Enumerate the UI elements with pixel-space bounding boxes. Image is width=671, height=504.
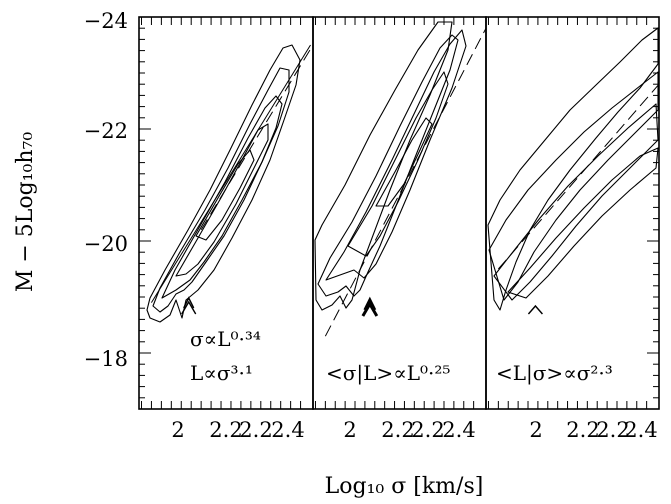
xtick-label-p3-2.2: 2.2 [566, 418, 599, 442]
contour-panel2-level1 [314, 21, 453, 311]
xtick-label-p2-2.2b: 2.2 [411, 418, 444, 442]
ytick-label-neg20: −20 [84, 232, 128, 256]
right-panel-annotation: <L|σ>∝σ²·³ [496, 361, 613, 386]
ytick-label-neg24: −24 [84, 9, 128, 33]
left-panel-annotation-2: L∝σ³·¹ [190, 361, 253, 385]
panel-frame-3 [485, 16, 660, 410]
panel-frames [138, 16, 660, 410]
contour-panel2-level4 [347, 71, 449, 257]
xtick-label-p3-2.2b: 2.2 [596, 418, 629, 442]
threshold-marker-panel3 [527, 304, 543, 315]
xtick-label-p3-2: 2 [529, 418, 542, 442]
panel-frame-2 [312, 16, 487, 410]
fit-line-panel1-1 [151, 44, 311, 303]
contour-panel1-level2 [152, 67, 290, 313]
xtick-label-p1-2.4: 2.4 [271, 418, 304, 442]
xtick-label-p2-2.4: 2.4 [442, 418, 475, 442]
xtick-label-p2-2.2: 2.2 [381, 418, 414, 442]
contour-panel2-level5 [375, 117, 433, 207]
contour-panel2-level2 [317, 34, 459, 297]
threshold-markers [181, 296, 543, 317]
contour-panel3-level4 [507, 147, 659, 299]
xtick-label-p1-2: 2 [171, 418, 184, 442]
threshold-marker-inner-panel1 [183, 296, 195, 309]
threshold-marker-panel2 [361, 301, 379, 317]
contour-panel3-level3 [493, 103, 659, 301]
threshold-marker-inner-panel2 [363, 296, 377, 311]
axis-ticks [139, 16, 659, 409]
x-axis-title: Log₁₀ σ [km/s] [325, 474, 484, 499]
xtick-label-p1-2.2b: 2.2 [239, 418, 272, 442]
fit-lines [151, 27, 660, 337]
middle-panel-annotation: <σ|L>∝L⁰·²⁵ [326, 361, 450, 386]
threshold-marker-panel1 [181, 300, 197, 315]
contour-panel1-level4 [175, 123, 269, 277]
ytick-label-neg18: −18 [84, 347, 128, 371]
contour-panel1-level1 [146, 44, 301, 323]
fit-line-panel2-1 [324, 27, 487, 337]
y-axis-title: M − 5Log₁₀h₇₀ [13, 132, 38, 293]
fit-line-panel3-1 [497, 83, 660, 270]
xtick-label-p1-2.2: 2.2 [209, 418, 242, 442]
xtick-label-p3-2.4: 2.4 [624, 418, 657, 442]
contour-panel3-level2 [488, 71, 659, 301]
fit-line-panel1-2 [200, 44, 314, 231]
contour-panel3-level1 [487, 27, 659, 311]
ytick-label-neg22: −22 [84, 119, 128, 143]
contour-sets [146, 21, 659, 323]
contour-panel1-level5 [195, 149, 255, 241]
xtick-label-p2-2: 2 [343, 418, 356, 442]
left-panel-annotation-1: σ∝L⁰·³⁴ [190, 327, 261, 351]
contour-panel2-level3 [325, 29, 467, 281]
